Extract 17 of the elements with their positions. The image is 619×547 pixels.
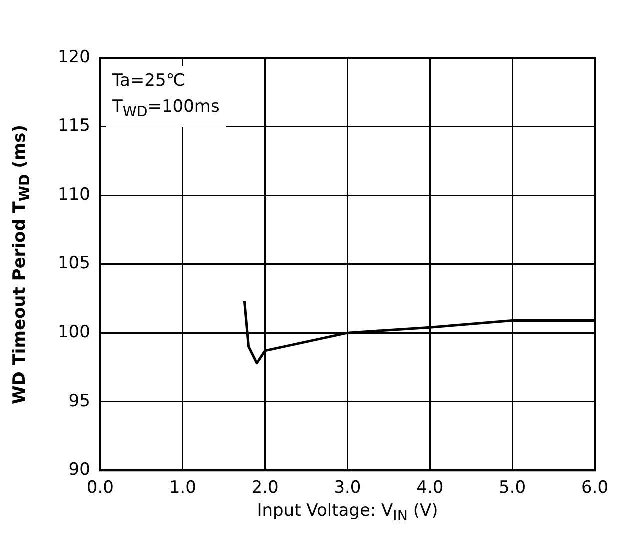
y-tick-label: 100 [58, 322, 90, 342]
y-tick-label: 95 [68, 391, 90, 412]
y-tick-label: 90 [68, 460, 90, 480]
x-tick-label: 4.0 [416, 478, 444, 498]
x-tick-label: 3.0 [334, 478, 362, 498]
annotation: T$_{WD}$=100ms [112, 96, 220, 122]
x-tick-label: 6.0 [581, 478, 609, 498]
y-tick-label: 110 [58, 184, 90, 205]
x-tick-label: 0.0 [86, 478, 114, 498]
x-tick-label: 1.0 [169, 478, 196, 498]
x-axis-title: Input Voltage: V$_{IN}$ (V) [257, 500, 438, 524]
annotation: Ta=25℃ [112, 70, 186, 93]
x-tick-label: 2.0 [252, 478, 279, 498]
y-tick-label: 115 [58, 116, 90, 136]
y-tick-label: 120 [58, 47, 90, 68]
x-tick-label: 5.0 [499, 478, 526, 498]
y-tick-label: 105 [58, 254, 90, 274]
